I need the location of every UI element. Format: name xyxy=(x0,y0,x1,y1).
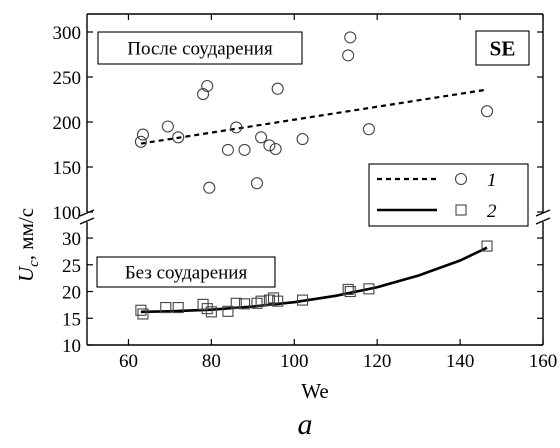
point-series-1 xyxy=(296,133,309,146)
point-series-2 xyxy=(222,305,234,317)
point-series-1 xyxy=(172,131,185,144)
fit-line-series-2 xyxy=(140,246,488,314)
point-series-1 xyxy=(238,143,251,156)
point-series-2 xyxy=(251,297,263,309)
x-tick-label: 140 xyxy=(446,351,475,372)
y-tick-label-upper: 100 xyxy=(53,203,82,224)
lower-panel-label-box xyxy=(96,256,276,288)
point-series-1 xyxy=(250,177,264,190)
axis-break-mark-left-b xyxy=(79,217,95,225)
point-series-2 xyxy=(238,298,251,310)
point-series-2 xyxy=(263,294,275,306)
y-tick-label-lower: 30 xyxy=(62,229,81,250)
upper-panel-label-box xyxy=(97,31,303,65)
point-series-1 xyxy=(197,88,210,101)
y-axis-label-unit: , мм/с xyxy=(14,208,38,260)
point-series-1 xyxy=(344,31,357,44)
point-series-2 xyxy=(172,302,184,314)
y-tick-label-upper: 150 xyxy=(53,158,82,179)
point-series-1 xyxy=(269,142,282,156)
figure-caption: a xyxy=(298,408,313,441)
point-series-1 xyxy=(342,49,355,62)
lower-panel-label: Без соударения xyxy=(125,263,248,284)
point-series-2 xyxy=(267,292,280,304)
y-tick-label-upper: 200 xyxy=(53,113,82,134)
panel-id-label-box xyxy=(475,30,530,66)
point-series-2 xyxy=(160,302,172,314)
legend-marker-2 xyxy=(455,204,467,216)
point-series-1 xyxy=(480,105,494,118)
x-tick-label: 160 xyxy=(529,351,558,372)
fit-line-series-1 xyxy=(140,88,488,145)
point-series-2 xyxy=(201,303,213,315)
axis-break-mark-left-a xyxy=(79,209,95,217)
x-tick-label: 100 xyxy=(280,351,309,372)
point-series-2 xyxy=(205,306,217,318)
point-series-2 xyxy=(135,304,147,316)
upper-panel-label: После соударения xyxy=(127,39,273,60)
point-series-1 xyxy=(362,123,375,136)
point-series-2 xyxy=(297,294,309,306)
point-series-1 xyxy=(230,121,243,134)
point-series-2 xyxy=(137,308,149,320)
point-series-2 xyxy=(255,295,267,307)
legend-box xyxy=(368,163,529,227)
y-tick-label-lower: 10 xyxy=(62,336,81,357)
point-series-1 xyxy=(271,82,284,95)
y-tick-label-lower: 15 xyxy=(62,309,81,330)
point-series-1 xyxy=(201,79,214,93)
y-tick-label-upper: 250 xyxy=(53,68,82,89)
point-series-1 xyxy=(134,135,147,148)
y-axis-label-symbol: U xyxy=(14,265,38,282)
legend-label-2: 2 xyxy=(487,201,497,222)
point-series-2 xyxy=(272,295,284,307)
x-tick-label: 120 xyxy=(363,351,392,372)
legend-marker-1 xyxy=(454,172,468,186)
point-series-2 xyxy=(481,240,493,252)
y-tick-label-upper: 300 xyxy=(53,23,82,44)
axis-break-mark-right-a xyxy=(535,209,551,217)
point-series-2 xyxy=(197,298,209,310)
point-series-2 xyxy=(344,285,356,298)
point-series-2 xyxy=(342,283,354,295)
legend-label-1: 1 xyxy=(487,170,497,191)
x-tick-label: 80 xyxy=(202,351,221,372)
point-series-1 xyxy=(255,131,268,144)
y-tick-label-lower: 20 xyxy=(62,283,81,304)
point-series-1 xyxy=(203,181,216,194)
point-series-1 xyxy=(221,143,234,156)
x-tick-label: 60 xyxy=(119,351,138,372)
point-series-1 xyxy=(263,139,276,152)
point-series-1 xyxy=(136,128,150,141)
point-series-2 xyxy=(363,283,375,295)
point-series-1 xyxy=(161,120,174,133)
axis-break-mark-right-b xyxy=(535,217,551,225)
y-tick-label-lower: 25 xyxy=(62,256,81,277)
x-axis-label: We xyxy=(301,379,328,403)
y-axis-label: Uc, мм/с xyxy=(14,208,42,282)
point-series-2 xyxy=(230,297,242,309)
panel-id-label: SE xyxy=(490,36,516,60)
y-axis-label-subscript: c xyxy=(26,260,42,267)
